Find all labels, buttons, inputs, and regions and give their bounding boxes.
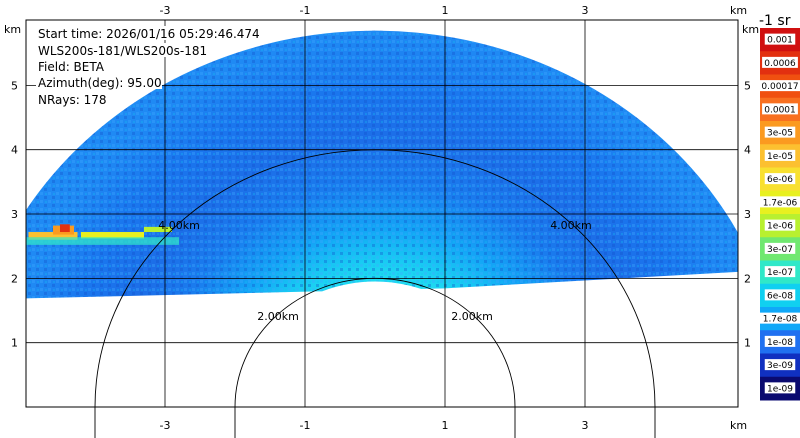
colorbar-label: 6e-08 <box>767 291 793 301</box>
aerosol-cell <box>26 237 179 245</box>
colorbar-label: 1e-05 <box>767 152 793 162</box>
colorbar-units: -1 sr <box>759 13 791 29</box>
colorbar-label-bg <box>764 173 796 185</box>
colorbar-label-bg <box>759 80 800 92</box>
field-text: Field: BETA <box>38 60 105 74</box>
x-tick-label-bottom: 3 <box>582 419 589 432</box>
colorbar-label-bg <box>759 196 800 208</box>
nrays-text: NRays: 178 <box>38 93 107 107</box>
colorbar-label: 0.0001 <box>764 105 796 115</box>
colorbar-labels: 0.001 0.0006 0.00017 0.0001 3e-05 1e-05 6e-06 1… <box>759 33 800 394</box>
colorbar-label-bg <box>764 242 796 254</box>
x-tick-label-top: 3 <box>582 4 589 17</box>
start-time-text: Start time: 2026/01/16 05:29:46.474 <box>38 27 260 41</box>
x-tick-label-bottom: -1 <box>300 419 311 432</box>
colorbar-label-bg <box>764 149 796 161</box>
colorbar-label: 1e-08 <box>767 338 793 348</box>
y-axis-unit-left: km <box>4 23 21 36</box>
x-tick-label-top: -3 <box>160 4 171 17</box>
range-rings: 2.00km 2.00km 4.00km 4.00km <box>94 149 656 438</box>
info-panel: Start time: 2026/01/16 05:29:46.474 WLS2… <box>36 26 260 107</box>
y-tick-label-left: 1 <box>11 337 18 350</box>
blind-zone <box>26 271 738 407</box>
colorbar: -1 sr 0.001 0.0006 0.00017 0.0001 3e-05 1e-05… <box>759 13 800 401</box>
colorbar-label: 0.001 <box>767 36 793 46</box>
colorbar-label: 1.7e-06 <box>763 198 798 208</box>
x-tick-label-top: 1 <box>442 4 449 17</box>
aerosol-cell <box>144 226 172 233</box>
range-ring-label: 4.00km <box>158 219 200 232</box>
colorbar-label-bg <box>764 289 796 301</box>
aerosol-cell <box>28 232 78 240</box>
range-ring <box>94 149 656 438</box>
x-tick-label-bottom: -3 <box>160 419 171 432</box>
x-axis-unit-top: km <box>730 4 747 17</box>
colorbar-label: 1e-07 <box>767 268 793 278</box>
colorbar-label: 1.7e-08 <box>763 315 798 325</box>
y-tick-label-left: 5 <box>11 79 18 92</box>
colorbar-label: 1e-09 <box>767 384 793 394</box>
range-ring-label: 2.00km <box>451 310 493 323</box>
colorbar-label-bg <box>762 56 798 68</box>
x-axis-unit-bottom: km <box>730 419 747 432</box>
range-ring-label: 4.00km <box>550 219 592 232</box>
colorbar-label: 3e-07 <box>767 245 793 255</box>
colorbar-label-bg <box>764 219 796 231</box>
colorbar-label-bg <box>764 335 796 347</box>
colorbar-label: 1e-06 <box>767 222 793 232</box>
plot-frame <box>25 19 739 408</box>
y-tick-label-left: 4 <box>11 144 18 157</box>
y-tick-label-right: 1 <box>744 337 751 350</box>
azimuth-text: Azimuth(deg): 95.00 <box>38 76 162 90</box>
colorbar-label: 0.0006 <box>764 59 796 69</box>
colorbar-label-bg <box>764 266 796 278</box>
y-axis-unit-right: km <box>742 23 759 36</box>
colorbar-label-bg <box>762 103 798 115</box>
y-tick-label-left: 3 <box>11 208 18 221</box>
y-tick-label-left: 2 <box>11 272 18 285</box>
colorbar-label: 0.00017 <box>761 82 798 92</box>
range-ring <box>234 277 516 438</box>
y-tick-label-right: 5 <box>744 79 751 92</box>
colorbar-label-bg <box>764 359 796 371</box>
data-sector <box>26 30 738 407</box>
aerosol-feature <box>26 224 179 245</box>
instrument-text: WLS200s-181/WLS200s-181 <box>38 44 207 58</box>
colorbar-label-bg <box>764 33 796 45</box>
colorbar-label: 3e-09 <box>767 361 793 371</box>
x-tick-label-top: -1 <box>300 4 311 17</box>
axis-ticks: -3 -3 -1 -1 1 1 3 3 1 1 2 2 3 3 4 4 5 5 <box>11 4 751 432</box>
colorbar-label-bg <box>764 126 796 138</box>
range-ring-label: 2.00km <box>257 310 299 323</box>
y-tick-label-right: 2 <box>744 272 751 285</box>
colorbar-label-bg <box>759 312 800 324</box>
y-tick-label-right: 3 <box>744 208 751 221</box>
aerosol-cell <box>81 232 144 239</box>
colorbar-label: 3e-05 <box>767 129 793 139</box>
y-tick-label-right: 4 <box>744 144 751 157</box>
colorbar-label: 6e-06 <box>767 175 793 185</box>
x-tick-label-bottom: 1 <box>442 419 449 432</box>
aerosol-cell <box>60 224 70 233</box>
colorbar-label-bg <box>764 382 796 394</box>
